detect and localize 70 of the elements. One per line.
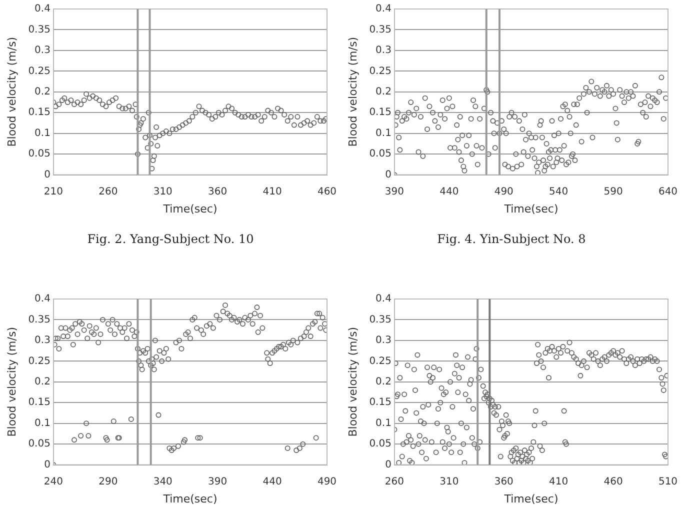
x-axis-title: Time(sec)	[503, 202, 558, 216]
x-tick-label: 340	[153, 476, 172, 488]
y-tick-label: 0.2	[376, 376, 392, 388]
y-tick-label: 0.2	[34, 376, 50, 388]
y-axis-title: Blood velocity (m/s)	[5, 327, 18, 437]
y-tick-label: 0.3	[34, 45, 50, 56]
y-tick-label: 0.25	[369, 356, 392, 367]
x-tick-label: 310	[153, 186, 172, 198]
text: Fig. 2. Yang-Subject No. 10	[86, 232, 255, 246]
y-tick-label: 0.05	[369, 148, 392, 160]
x-tick-label: 360	[208, 186, 228, 198]
x-axis-title: Time(sec)	[162, 202, 218, 216]
y-tick-label: 0.35	[369, 314, 392, 326]
y-tick-label: 0.25	[28, 66, 50, 77]
y-tick-label: 0.2	[34, 86, 50, 98]
y-tick-label: 0.05	[28, 148, 50, 160]
y-tick-label: 0.2	[376, 86, 392, 98]
x-tick-label: 310	[440, 476, 459, 488]
y-tick-label: 0.3	[34, 335, 50, 346]
x-tick-label: 360	[494, 476, 514, 488]
x-tick-label: 590	[604, 186, 623, 198]
y-tick-label: 0.35	[28, 24, 50, 36]
x-tick-label: 460	[317, 186, 337, 198]
x-tick-label: 390	[384, 186, 404, 198]
x-tick-label: 210	[44, 186, 64, 198]
y-axis-title: Blood velocity (m/s)	[346, 37, 360, 147]
y-tick-label: 0.05	[28, 438, 50, 450]
x-tick-label: 410	[262, 186, 282, 198]
y-tick-label: 0	[385, 459, 392, 470]
y-tick-label: 0.4	[34, 4, 50, 15]
x-tick-label: 260	[98, 186, 118, 198]
y-tick-label: 0.4	[376, 294, 392, 305]
y-tick-label: 0.3	[376, 335, 392, 346]
x-tick-label: 490	[317, 476, 337, 488]
y-axis-title: Blood velocity (m/s)	[5, 37, 18, 147]
x-tick-label: 440	[440, 186, 459, 198]
y-tick-label: 0.15	[28, 397, 50, 408]
y-tick-label: 0.15	[28, 107, 50, 118]
y-tick-label: 0.35	[28, 314, 50, 326]
x-tick-label: 390	[208, 476, 228, 488]
x-tick-label: 440	[262, 476, 282, 488]
y-tick-label: 0.15	[369, 397, 392, 408]
x-axis-title: Time(sec)	[503, 492, 558, 506]
x-tick-label: 290	[98, 476, 118, 488]
text: Fig. 4. Yin-Subject No. 8	[436, 232, 587, 246]
y-tick-label: 0.15	[369, 107, 392, 118]
x-tick-label: 490	[494, 186, 514, 198]
x-axis-title: Time(sec)	[162, 492, 218, 506]
y-tick-label: 0	[44, 169, 50, 180]
y-tick-label: 0.3	[376, 45, 392, 56]
y-tick-label: 0	[385, 169, 392, 180]
y-tick-label: 0.1	[376, 418, 392, 429]
y-tick-label: 0.25	[28, 356, 50, 367]
x-tick-label: 540	[549, 186, 568, 198]
y-tick-label: 0.25	[369, 66, 392, 77]
x-tick-label: 410	[549, 476, 568, 488]
x-tick-label: 640	[658, 186, 678, 198]
y-tick-label: 0.1	[34, 128, 50, 139]
y-axis-title: Blood velocity (m/s)	[346, 327, 360, 437]
y-tick-label: 0.1	[34, 418, 50, 429]
y-tick-label: 0.35	[369, 24, 392, 36]
y-tick-label: 0.1	[376, 128, 392, 139]
y-tick-label: 0	[44, 459, 50, 470]
x-tick-label: 510	[658, 476, 678, 488]
y-tick-label: 0.05	[369, 438, 392, 450]
y-tick-label: 0.4	[34, 294, 50, 305]
x-tick-label: 460	[604, 476, 623, 488]
x-tick-label: 240	[44, 476, 64, 488]
y-tick-label: 0.4	[376, 4, 392, 15]
x-tick-label: 260	[384, 476, 404, 488]
